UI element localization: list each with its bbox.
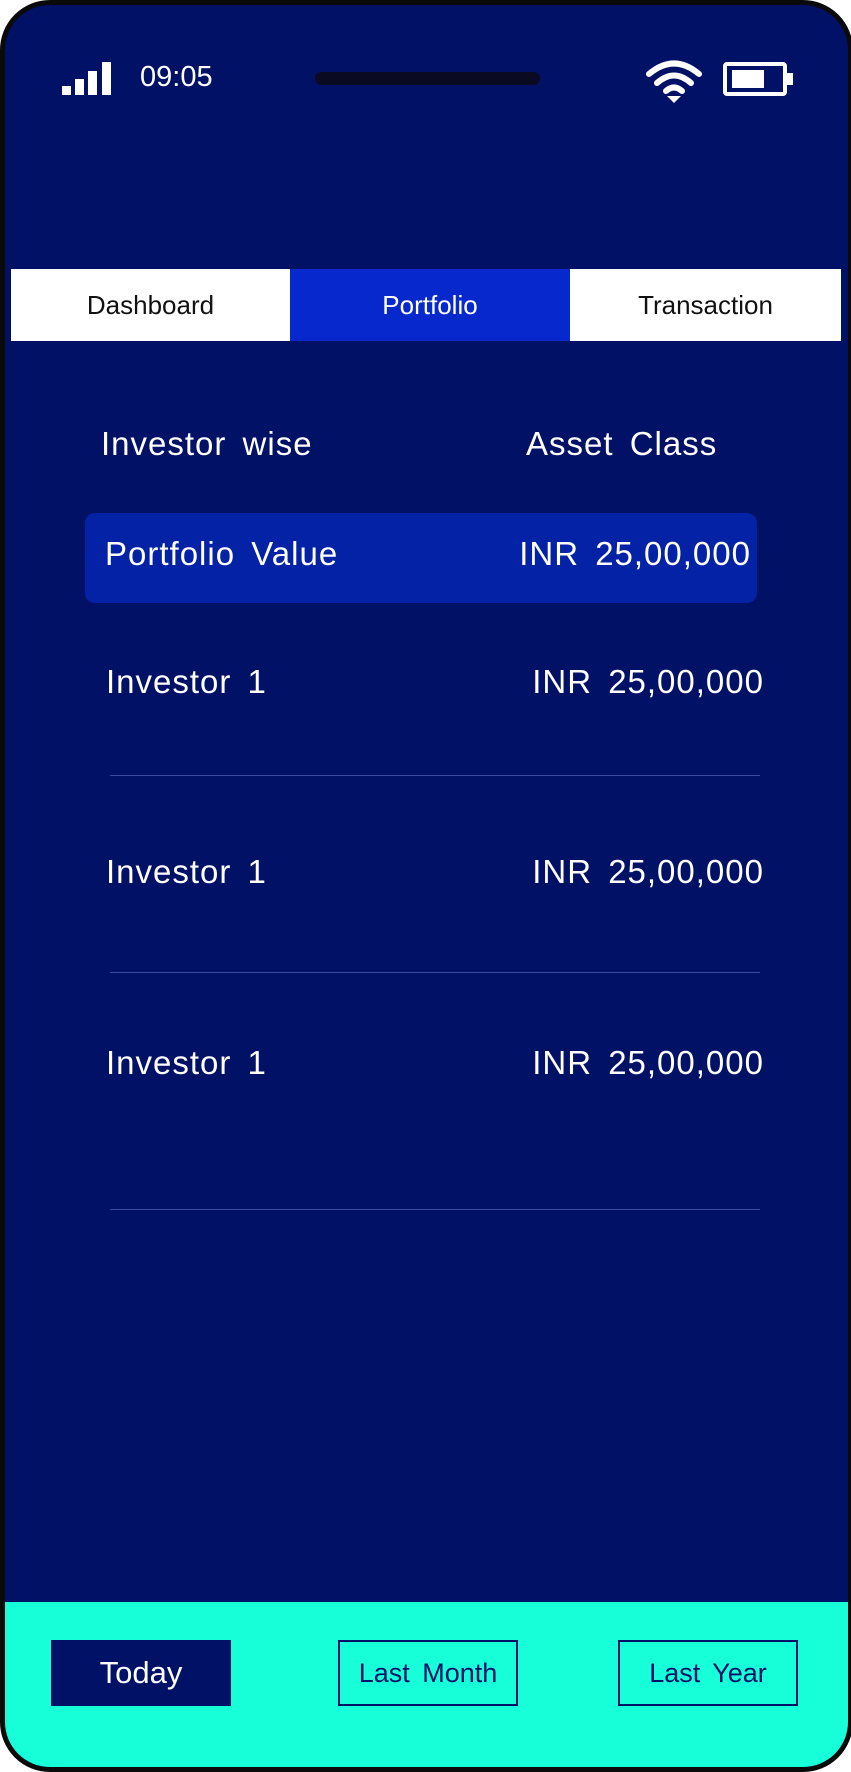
tab-portfolio[interactable]: Portfolio <box>290 269 570 341</box>
row-divider <box>110 775 760 776</box>
filter-today-button[interactable]: Today <box>51 1640 231 1706</box>
investor-value: INR 25,00,000 <box>532 853 764 890</box>
investor-name[interactable]: Investor 1 <box>106 853 267 890</box>
investor-name[interactable]: Investor 1 <box>106 663 267 700</box>
signal-bars-icon <box>62 59 118 95</box>
wifi-icon <box>646 60 702 103</box>
tab-dashboard[interactable]: Dashboard <box>11 269 290 341</box>
date-filter-bar: Today Last Month Last Year <box>5 1602 848 1767</box>
status-bar: 09:05 <box>5 5 848 115</box>
sub-tab-asset-class[interactable]: Asset Class <box>526 425 718 462</box>
speaker-notch <box>315 72 540 85</box>
filter-last-month-button[interactable]: Last Month <box>338 1640 518 1706</box>
top-tabs: Dashboard Portfolio Transaction <box>11 269 841 341</box>
investor-value: INR 25,00,000 <box>532 1044 764 1081</box>
battery-icon <box>723 62 793 96</box>
portfolio-value-label: Portfolio Value <box>105 535 339 572</box>
portfolio-value-card: Portfolio Value INR 25,00,000 <box>85 513 757 603</box>
tab-transaction[interactable]: Transaction <box>570 269 841 341</box>
row-divider <box>110 972 760 973</box>
filter-last-year-button[interactable]: Last Year <box>618 1640 798 1706</box>
portfolio-value-amount: INR 25,00,000 <box>519 535 751 572</box>
row-divider <box>110 1209 760 1210</box>
sub-tab-investor-wise[interactable]: Investor wise <box>101 425 313 462</box>
clock: 09:05 <box>140 61 213 93</box>
investor-value: INR 25,00,000 <box>532 663 764 700</box>
investor-name[interactable]: Investor 1 <box>106 1044 267 1081</box>
